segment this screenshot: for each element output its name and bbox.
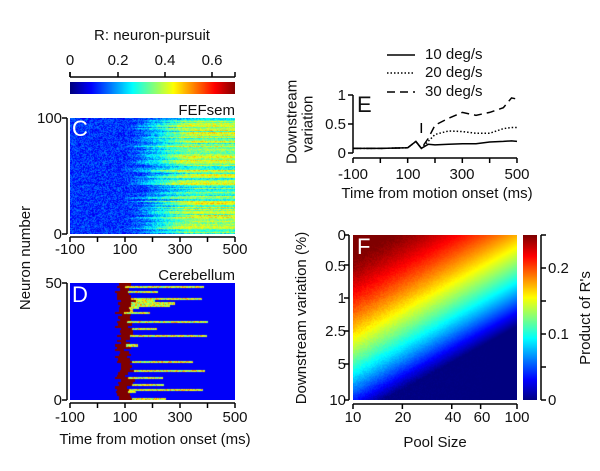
panel-d-heatmap xyxy=(70,283,235,400)
y-tick-label: 0 xyxy=(53,226,62,243)
y-tick-label: 1 xyxy=(337,87,346,104)
x-tick-label: -100 xyxy=(54,409,86,426)
colorbar-title: R: neuron-pursuit xyxy=(94,27,210,44)
x-tick-label: 40 xyxy=(444,409,462,426)
x-tick-label: 300 xyxy=(167,409,193,426)
colorbar-tick-label: 0 xyxy=(548,392,557,409)
panel-c-heatmap xyxy=(70,118,235,234)
x-tick-label: 500 xyxy=(222,241,248,258)
colorbar-tick-label: 0.6 xyxy=(201,52,223,69)
panel-c-title: FEFsem xyxy=(178,102,235,119)
x-tick-label: 10 xyxy=(344,409,362,426)
colorbar-top xyxy=(70,82,235,94)
x-tick-label: 300 xyxy=(167,241,193,258)
legend-label: 20 deg/s xyxy=(425,64,483,81)
y-tick-label: 0 xyxy=(337,227,346,244)
colorbar-tick-label: 0 xyxy=(65,52,75,69)
x-tick-label: 100 xyxy=(395,166,421,183)
panel-f-heatmap xyxy=(353,235,517,400)
x-axis-label: Time from motion onset (ms) xyxy=(59,431,251,448)
y-tick-label: 10 xyxy=(329,392,346,409)
legend-label: 10 deg/s xyxy=(425,46,483,63)
y-tick-label: 100 xyxy=(36,110,62,127)
x-tick-label: 100 xyxy=(112,409,138,426)
y-tick-label: 0.5 xyxy=(325,258,346,275)
y-tick-label: 2.5 xyxy=(325,323,346,340)
y-tick-label: 0.5 xyxy=(325,116,346,133)
x-tick-label: 500 xyxy=(222,409,248,426)
x-tick-label: 20 xyxy=(394,409,412,426)
x-tick-label: 60 xyxy=(473,409,491,426)
y-tick-label: 0 xyxy=(53,392,62,409)
colorbar-f xyxy=(523,235,537,400)
panel-d-title: Cerebellum xyxy=(158,267,235,284)
x-tick-label: 300 xyxy=(449,166,475,183)
x-tick-label: -100 xyxy=(54,241,86,258)
colorbar-tick-label: 0.1 xyxy=(548,326,569,343)
x-tick-label: -100 xyxy=(337,166,369,183)
panel-c-letter: C xyxy=(72,116,88,141)
panel-f-letter: F xyxy=(357,234,371,259)
x-tick-label: 100 xyxy=(112,241,138,258)
x-axis-label: Time from motion onset (ms) xyxy=(341,185,533,202)
panel-d-letter: D xyxy=(72,282,88,307)
x-axis-label: Pool Size xyxy=(403,434,467,451)
series-line-10degs xyxy=(353,140,518,150)
panel-e-letter: E xyxy=(357,92,372,117)
legend-label: 30 deg/s xyxy=(425,83,483,100)
x-tick-label: 100 xyxy=(504,409,530,426)
series-line-30degs xyxy=(353,97,518,150)
colorbar-tick-label: 0.2 xyxy=(107,52,129,69)
colorbar-tick-label: 0.2 xyxy=(548,260,569,277)
x-tick-label: 500 xyxy=(504,166,530,183)
y-tick-label: 50 xyxy=(45,275,62,292)
y-tick-label: 0 xyxy=(337,145,346,162)
y-tick-label: 1 xyxy=(337,290,346,307)
colorbar-tick-label: 0.4 xyxy=(154,52,176,69)
y-tick-label: 5 xyxy=(337,356,346,373)
